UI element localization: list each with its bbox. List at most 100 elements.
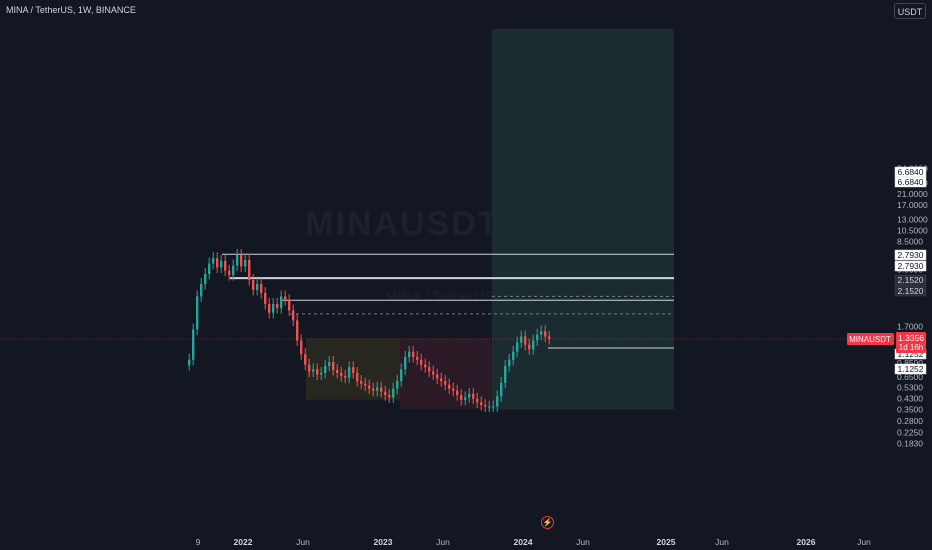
current-price-value: 1.3356 [898, 333, 924, 343]
zone-decline [400, 338, 492, 410]
candle [476, 392, 479, 408]
candle [340, 367, 343, 382]
svg-text:2.1520: 2.1520 [898, 275, 924, 285]
candle [452, 382, 455, 397]
candle [232, 259, 235, 281]
candle [508, 353, 511, 372]
candle [516, 336, 519, 358]
candle [236, 249, 239, 272]
candle [296, 314, 299, 346]
candle [372, 382, 375, 397]
candle [216, 252, 219, 274]
current-price-label: MINAUSDT 1.3356 1d 16h [847, 332, 926, 353]
svg-text:2.1520: 2.1520 [898, 286, 924, 296]
candle [436, 368, 439, 385]
candle [312, 363, 315, 378]
candle [544, 325, 547, 343]
candle [400, 363, 403, 387]
candle [228, 264, 231, 281]
time-tick: 2022 [234, 537, 253, 547]
candle [520, 330, 523, 349]
svg-text:1.1252: 1.1252 [898, 364, 924, 374]
candle [192, 323, 195, 366]
price-tick: 0.6500 [897, 372, 923, 382]
candle [268, 298, 271, 319]
candle [220, 254, 223, 274]
price-tick: 13.0000 [897, 214, 928, 224]
price-tick: 21.0000 [897, 189, 928, 199]
candle [300, 334, 303, 360]
candle [244, 254, 247, 273]
candlestick-series [188, 249, 551, 413]
candle [308, 358, 311, 378]
zone-target [492, 29, 674, 410]
time-tick: Jun [576, 537, 590, 547]
lightning-icon[interactable]: ⚡ [541, 516, 554, 529]
price-tick: 1.7000 [897, 321, 923, 331]
price-tick: 0.2250 [897, 428, 923, 438]
time-tick: Jun [296, 537, 310, 547]
candle [484, 399, 487, 413]
price-tick: 10.5000 [897, 226, 928, 236]
candle [292, 304, 295, 327]
candle [204, 267, 207, 290]
candle [444, 375, 447, 391]
symbol-title[interactable]: MINA / TetherUS, 1W, BINANCE [6, 5, 136, 15]
candle [324, 359, 327, 379]
time-tick: 2026 [797, 537, 816, 547]
candle [260, 278, 263, 299]
price-label: 6.6840 [894, 166, 927, 178]
candle [456, 384, 459, 401]
candle [428, 361, 431, 378]
candle [368, 379, 371, 395]
candle [328, 356, 331, 372]
time-tick: 2025 [657, 537, 676, 547]
time-tick: Jun [715, 537, 729, 547]
currency-button[interactable]: USDT [894, 3, 926, 19]
candle [396, 375, 399, 395]
candle [348, 361, 351, 384]
level-lines [222, 253, 674, 349]
candle [492, 400, 495, 413]
candle [504, 359, 507, 389]
price-tick: 0.4300 [897, 394, 923, 404]
candle [392, 382, 395, 403]
candle [512, 345, 515, 366]
current-symbol-tag: MINAUSDT [849, 335, 891, 344]
candle [424, 358, 427, 373]
price-label: 6.6840 [894, 176, 927, 188]
price-label: 2.1520 [894, 274, 927, 286]
candle [408, 345, 411, 363]
svg-text:2.7930: 2.7930 [898, 261, 924, 271]
svg-text:6.6840: 6.6840 [898, 167, 924, 177]
candle [316, 363, 319, 381]
candle [416, 350, 419, 366]
svg-text:6.6840: 6.6840 [898, 177, 924, 187]
candle [464, 391, 467, 406]
candle [536, 328, 539, 346]
candle [196, 290, 199, 336]
candle [548, 330, 551, 345]
time-tick: Jun [857, 537, 871, 547]
chart-zones [306, 29, 674, 410]
time-axis[interactable]: 9 2022 Jun 2023 Jun 2024 Jun 2025 Jun 2026 Jun [196, 537, 871, 547]
candle [380, 381, 383, 398]
price-tick: 0.3500 [897, 404, 923, 414]
candle [432, 365, 435, 381]
candle [356, 367, 359, 387]
candle [240, 249, 243, 273]
candle [388, 389, 391, 403]
candle [540, 325, 543, 341]
price-tick: 0.5300 [897, 383, 923, 393]
candle [440, 372, 443, 387]
price-tick: 17.0000 [897, 200, 928, 210]
candle [320, 367, 323, 381]
time-tick: 2023 [374, 537, 393, 547]
candle [304, 348, 307, 371]
candle [336, 364, 339, 379]
candle [460, 389, 463, 406]
candle [524, 330, 527, 351]
price-axis[interactable]: 34.000026.000021.000017.000013.000010.50… [897, 164, 928, 449]
